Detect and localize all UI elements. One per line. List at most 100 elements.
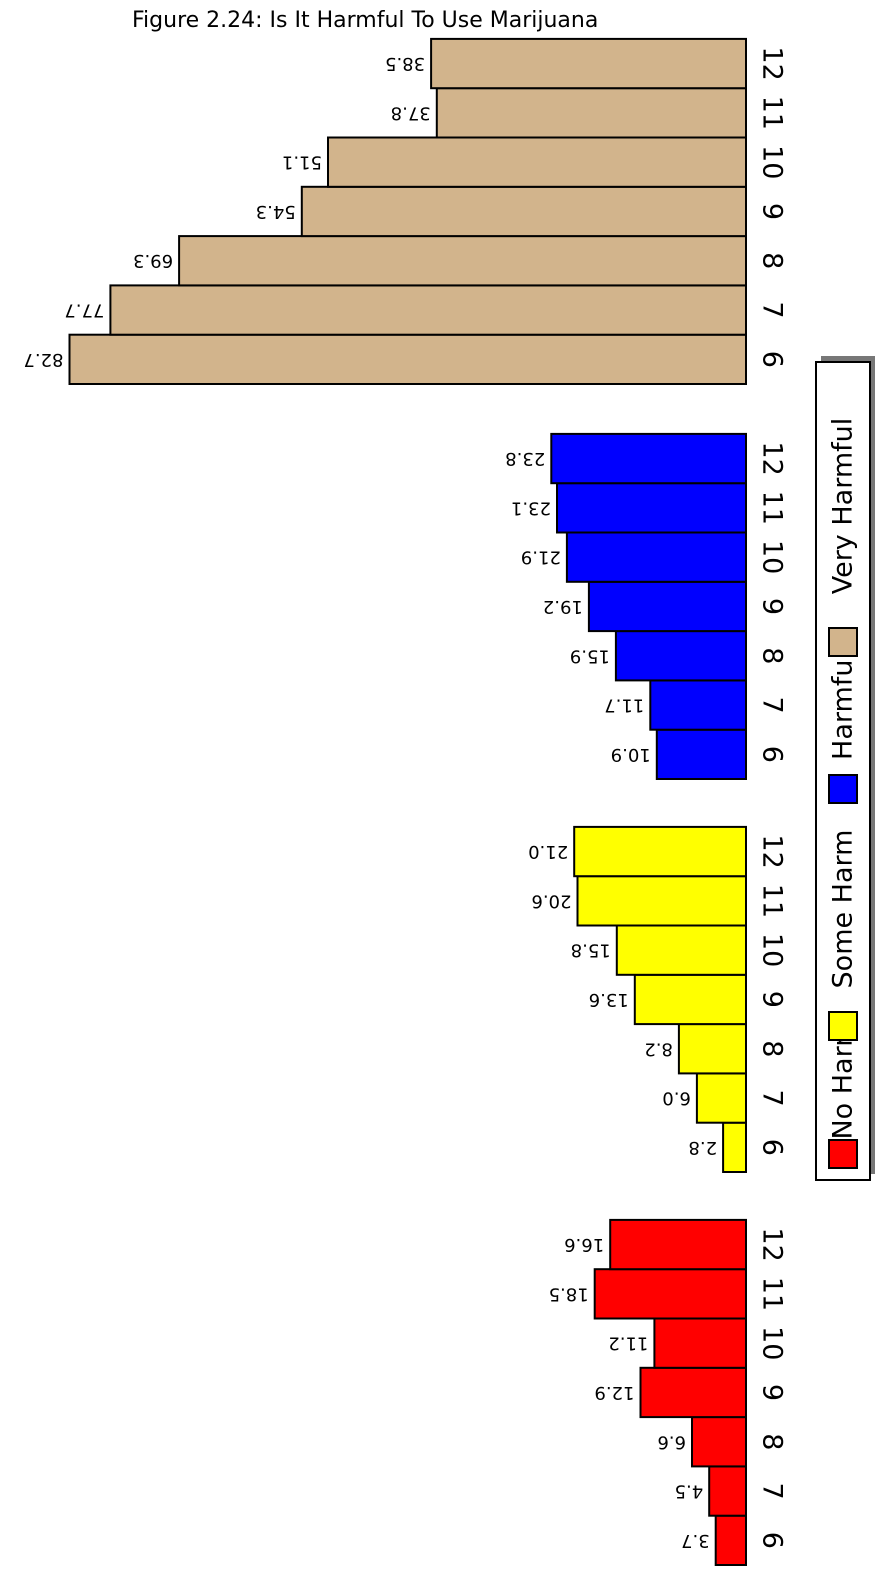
bar	[68, 333, 747, 386]
data-label: 23.8	[505, 448, 545, 469]
bar	[655, 728, 747, 781]
data-label: 15.9	[570, 645, 610, 666]
category-label: 6	[757, 746, 788, 763]
data-label: 13.6	[589, 989, 629, 1010]
category-label: 9	[757, 598, 788, 615]
bar	[576, 875, 747, 927]
category-label: 6	[757, 1139, 788, 1156]
category-label: 9	[757, 991, 788, 1008]
bar	[653, 1317, 748, 1369]
bar	[695, 1072, 748, 1124]
bar	[649, 679, 747, 731]
data-label: 20.6	[531, 890, 571, 911]
category-label: 10	[757, 540, 788, 574]
legend-swatch	[828, 1011, 858, 1041]
data-label: 23.1	[511, 497, 551, 518]
data-label: 8.2	[644, 1038, 673, 1059]
category-label: 6	[757, 351, 788, 368]
bar	[556, 482, 747, 534]
data-label: 6.0	[662, 1088, 691, 1109]
data-label: 21.0	[528, 841, 568, 862]
series-no-harm: 3.7 6 4.5 7 6.6 8 12.9 9 11.2 10 18.5 11 16.6 12	[549, 1218, 788, 1566]
data-label: 51.1	[282, 152, 322, 173]
category-label: 11	[757, 96, 788, 130]
data-label: 19.2	[543, 596, 583, 617]
bar	[109, 284, 747, 336]
category-label: 7	[757, 1090, 788, 1107]
bar	[565, 531, 748, 583]
category-label: 11	[757, 491, 788, 525]
category-label: 9	[757, 203, 788, 220]
data-label: 21.9	[521, 547, 561, 568]
series-harmful: 10.9 6 11.7 7 15.9 8 19.2 9 21.9 10 23.1 11 23.8 12	[505, 432, 788, 781]
chart-title: Figure 2.24: Is It Harmful To Use Mariju…	[132, 8, 599, 33]
data-label: 6.6	[657, 1431, 686, 1452]
data-label: 10.9	[611, 744, 651, 765]
bar	[639, 1366, 747, 1419]
data-label: 54.3	[256, 201, 296, 222]
bar	[615, 924, 747, 976]
category-label: 10	[757, 933, 788, 967]
bar	[587, 580, 748, 633]
data-label: 69.3	[133, 250, 173, 271]
bar	[550, 432, 747, 485]
category-label: 6	[757, 1532, 788, 1549]
category-label: 8	[757, 647, 788, 664]
category-label: 11	[757, 1277, 788, 1311]
data-label: 3.7	[681, 1530, 710, 1551]
legend-box	[815, 361, 871, 1181]
category-label: 8	[757, 1433, 788, 1450]
bar	[633, 973, 747, 1026]
category-label: 7	[757, 697, 788, 714]
series-very-harmful: 82.7 6 77.7 7 69.3 8 54.3 9 51.1 10 37.8 11 38.5 12	[23, 37, 788, 386]
legend-swatch	[828, 627, 858, 657]
data-label: 11.7	[604, 695, 644, 716]
data-label: 77.7	[64, 300, 104, 321]
data-label: 38.5	[385, 53, 425, 74]
bar	[722, 1121, 747, 1173]
bar	[614, 630, 748, 682]
data-label: 37.8	[391, 102, 431, 123]
bar	[573, 825, 748, 878]
legend-label: Some Harm	[828, 830, 859, 989]
category-label: 7	[757, 301, 788, 318]
data-label: 16.6	[564, 1234, 604, 1255]
bar	[609, 1218, 748, 1271]
category-label: 10	[757, 145, 788, 179]
data-label: 11.2	[608, 1333, 648, 1354]
data-label: 12.9	[594, 1382, 634, 1403]
category-label: 12	[757, 46, 788, 80]
data-label: 15.8	[571, 940, 611, 961]
bar	[708, 1465, 748, 1517]
category-label: 11	[757, 884, 788, 918]
bar	[430, 37, 747, 90]
data-label: 18.5	[549, 1283, 589, 1304]
bar	[691, 1416, 747, 1468]
legend-label: Harmful	[828, 652, 859, 760]
category-label: 12	[757, 441, 788, 475]
category-label: 9	[757, 1384, 788, 1401]
series-some-harm: 2.8 6 6.0 7 8.2 8 13.6 9 15.8 10 20.6 11 21.0 12	[528, 825, 788, 1173]
category-label: 10	[757, 1326, 788, 1360]
legend-swatch	[828, 1139, 858, 1169]
bar	[327, 136, 747, 188]
data-label: 4.5	[675, 1481, 704, 1502]
legend-label: Very Harmful	[828, 418, 859, 595]
category-label: 12	[757, 834, 788, 868]
data-label: 82.7	[23, 349, 63, 370]
category-label: 8	[757, 252, 788, 269]
bar	[714, 1514, 748, 1566]
bar	[300, 185, 747, 238]
bar	[677, 1023, 748, 1075]
bar	[435, 87, 747, 139]
category-label: 8	[757, 1040, 788, 1057]
data-label: 2.8	[688, 1137, 717, 1158]
bar	[178, 235, 748, 287]
category-label: 7	[757, 1483, 788, 1500]
bar	[593, 1268, 748, 1320]
legend-swatch	[828, 774, 858, 804]
category-label: 12	[757, 1227, 788, 1261]
bars-layer: 3.7 6 4.5 7 6.6 8 12.9 9 11.2 10 18.5 11 16.6 12 2.8 6 6…	[23, 37, 788, 1566]
